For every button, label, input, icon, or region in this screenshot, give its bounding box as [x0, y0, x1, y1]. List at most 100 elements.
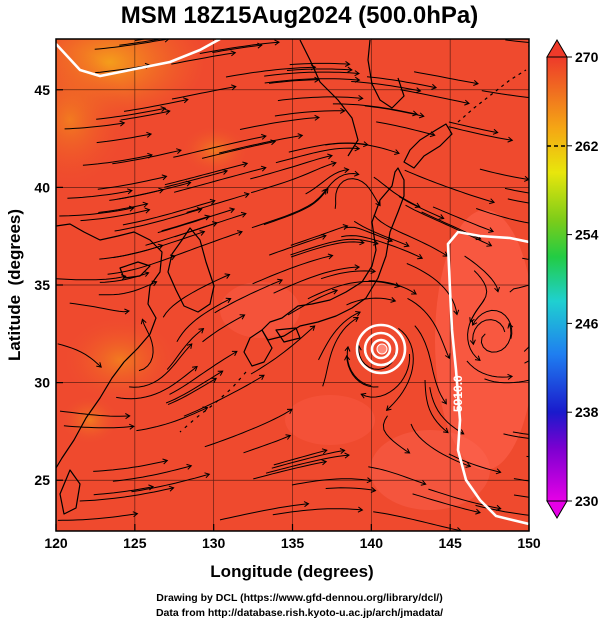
streamline: [290, 225, 348, 246]
streamline-arrowhead: [568, 336, 573, 341]
streamline-arrowhead: [568, 368, 573, 373]
streamline: [94, 39, 169, 50]
streamline: [165, 370, 223, 404]
streamline: [107, 255, 176, 275]
colorbar-tick-label: 230: [575, 493, 599, 509]
y-tick-label: 30: [34, 375, 50, 391]
streamline: [171, 86, 236, 100]
streamline-arrowhead: [507, 136, 514, 143]
streamline: [186, 193, 250, 213]
wind-streamlines: [56, 24, 573, 531]
streamline: [204, 408, 293, 448]
streamline-arrowhead: [359, 239, 365, 246]
streamline-arrowhead: [375, 200, 381, 207]
streamline-arrowhead: [344, 345, 351, 352]
streamline: [448, 453, 501, 473]
streamline: [346, 355, 379, 388]
streamline-arrowhead: [231, 84, 237, 91]
streamline: [398, 195, 444, 219]
streamline: [269, 235, 327, 256]
streamline-arrowhead: [211, 377, 218, 384]
streamline: [481, 90, 529, 98]
streamline-arrowhead: [202, 406, 209, 412]
y-axis-label: Latitude (degrees): [5, 209, 24, 361]
streamline: [424, 379, 449, 433]
streamline-arrowhead: [243, 192, 250, 198]
streamline: [219, 503, 309, 521]
streamline-arrowhead: [96, 362, 102, 368]
streamline-arrowhead: [157, 243, 164, 250]
streamline-arrowhead: [204, 214, 211, 221]
streamline: [503, 433, 529, 439]
streamline: [307, 280, 400, 300]
streamline-arrowhead: [286, 408, 293, 415]
streamline: [212, 44, 262, 53]
streamline-arrowhead: [355, 311, 361, 317]
streamline: [69, 302, 130, 313]
streamline-arrowhead: [445, 353, 451, 360]
credit-data-source: Data from http://database.rish.kyoto-u.a…: [155, 607, 444, 619]
streamline: [96, 133, 152, 144]
streamline-arrowhead: [569, 438, 573, 443]
streamline-arrowhead: [127, 188, 133, 195]
streamline-arrowhead: [372, 239, 379, 246]
streamline-arrowhead: [199, 230, 206, 236]
credit-dcl: Drawing by DCL (https://www.gfd-dennou.o…: [156, 592, 443, 604]
streamline-arrowhead: [486, 241, 493, 247]
colorbar: 230 238 246 254 262 270: [546, 39, 599, 519]
streamline-arrowhead: [429, 131, 436, 138]
streamline-arrowhead: [566, 42, 570, 47]
streamline: [414, 325, 447, 405]
streamline-arrowhead: [239, 314, 246, 320]
streamline: [96, 107, 166, 120]
streamline-arrowhead: [321, 188, 327, 195]
streamline-arrowhead: [230, 50, 237, 57]
streamline: [386, 328, 414, 411]
streamline: [466, 360, 513, 378]
streamline: [63, 425, 134, 429]
streamline-arrowhead: [353, 316, 359, 323]
streamline: [157, 208, 235, 234]
streamline: [271, 449, 345, 469]
streamline: [112, 149, 182, 165]
streamline-arrowhead: [344, 452, 350, 459]
streamline-arrowhead: [164, 108, 171, 115]
streamline-arrowhead: [151, 280, 158, 287]
streamline: [112, 465, 192, 482]
streamline: [164, 170, 228, 188]
y-tick-label: 45: [34, 82, 50, 98]
streamline: [263, 188, 329, 226]
streamline: [277, 96, 363, 102]
streamline: [346, 346, 372, 387]
streamline: [164, 162, 248, 186]
streamline: [219, 134, 303, 154]
streamline: [341, 235, 423, 259]
streamline-arrowhead: [160, 106, 167, 112]
streamline-arrowhead: [231, 350, 238, 357]
streamline-arrowhead: [120, 274, 127, 281]
streamline-arrowhead: [495, 468, 502, 475]
streamline-arrowhead: [255, 26, 260, 31]
streamline: [414, 71, 479, 85]
streamline-arrowhead: [418, 112, 425, 119]
streamline: [358, 345, 396, 370]
streamline-arrowhead: [261, 133, 267, 140]
streamline: [373, 214, 448, 257]
streamline: [56, 275, 126, 281]
streamline: [273, 449, 327, 466]
x-tick-label: 150: [517, 535, 541, 551]
streamline-arrowhead: [366, 477, 373, 484]
streamline-arrowhead: [224, 273, 231, 279]
streamline-arrowhead: [164, 39, 170, 43]
streamline: [429, 387, 464, 435]
streamline-arrowhead: [219, 24, 224, 29]
streamline-arrowhead: [142, 201, 149, 208]
streamline: [252, 255, 333, 285]
streamline-arrowhead: [357, 506, 364, 513]
streamline-arrowhead: [394, 282, 401, 289]
y-tick-label: 35: [34, 277, 50, 293]
streamline-arrowhead: [222, 169, 229, 175]
streamline: [405, 204, 492, 247]
geopotential-contour: [56, 39, 529, 526]
